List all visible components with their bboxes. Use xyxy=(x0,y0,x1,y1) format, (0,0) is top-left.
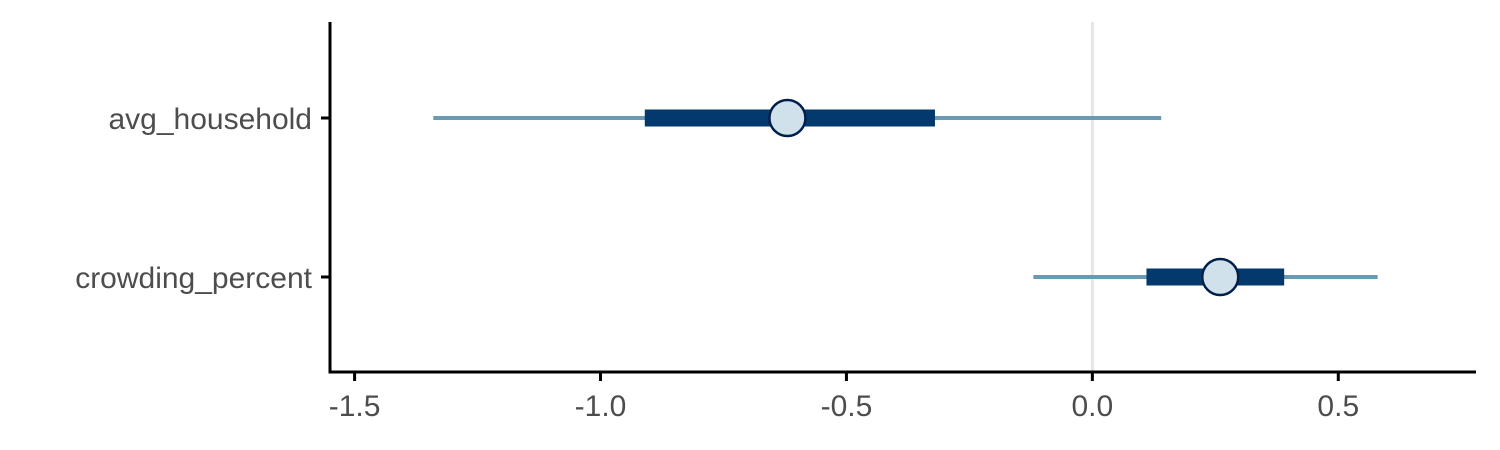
point-estimate-crowding_percent xyxy=(1200,257,1240,297)
point-estimate-avg_household xyxy=(768,98,807,138)
x-tick-label-4: 0.5 xyxy=(1317,390,1359,423)
x-tick-label-0: -1.5 xyxy=(329,390,381,423)
x-tick-label-3: 0.0 xyxy=(1072,390,1114,423)
interval-marks-layer xyxy=(433,98,1378,297)
x-tick-label-2: -0.5 xyxy=(821,390,873,423)
x-tick-label-1: -1.0 xyxy=(575,390,627,423)
y-tick-label-1: crowding_percent xyxy=(75,262,312,295)
tick-labels-layer: -1.5 -1.0 -0.5 0.0 0.5 avg_household crowding_… xyxy=(75,103,1359,423)
axes-layer xyxy=(321,22,1476,381)
y-tick-label-0: avg_household xyxy=(108,103,312,136)
